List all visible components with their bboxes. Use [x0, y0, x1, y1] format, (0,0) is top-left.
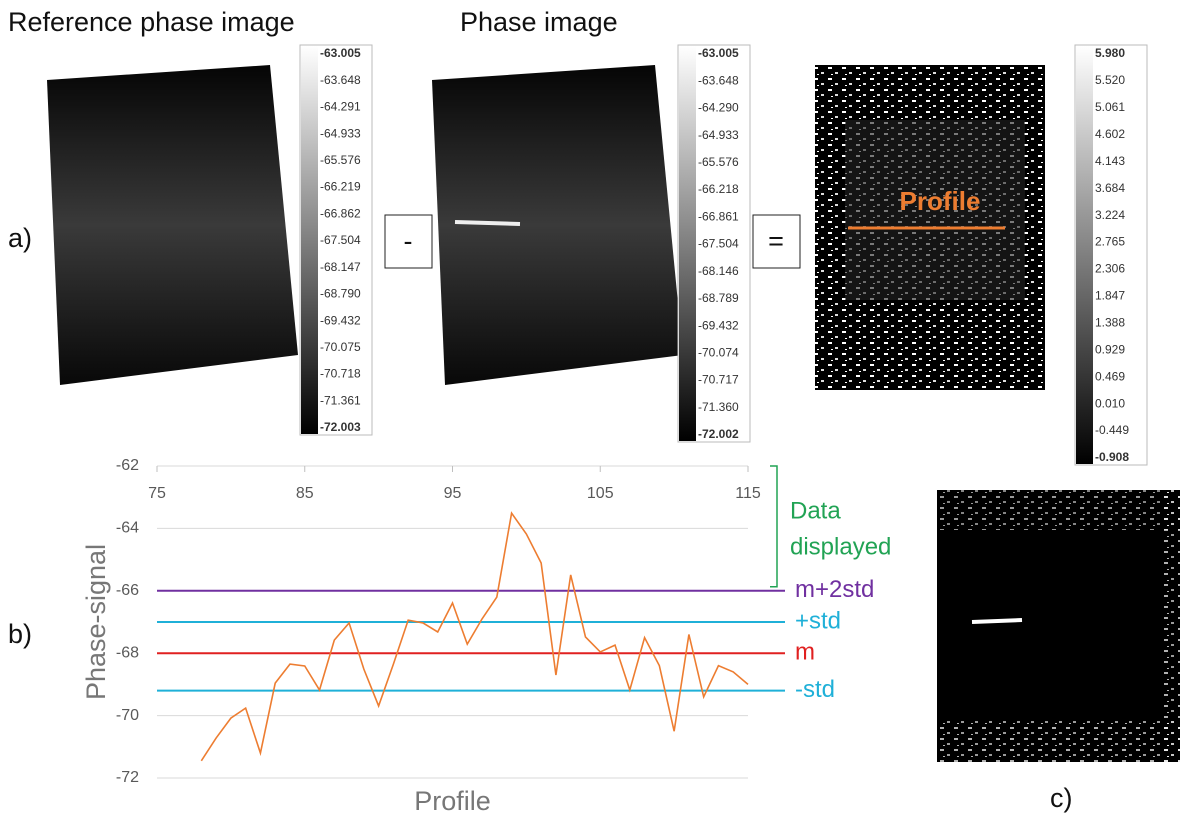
colorbar-label: -0.908 — [1095, 450, 1129, 464]
x-axis-label: Profile — [414, 786, 491, 816]
colorbar-label: -64.933 — [698, 128, 739, 142]
colorbar-label: -65.576 — [320, 153, 361, 167]
reference-label: +std — [795, 607, 841, 634]
colorbar-label: -66.218 — [698, 182, 739, 196]
reference-label: -std — [795, 676, 835, 703]
image-title: Reference phase image — [8, 7, 295, 37]
colorbar-label: -64.933 — [320, 126, 361, 140]
colorbar-label: 3.684 — [1095, 181, 1125, 195]
colorbar-label: 4.602 — [1095, 127, 1125, 141]
colorbar-label: 5.520 — [1095, 73, 1125, 87]
image-title: Phase image — [460, 7, 618, 37]
colorbar-label: -70.717 — [698, 373, 739, 387]
colorbar-label: -69.432 — [698, 318, 739, 332]
threshold-edge — [937, 490, 1180, 530]
colorbar-label: -71.360 — [698, 400, 739, 414]
colorbar-label: -66.219 — [320, 180, 361, 194]
colorbar-label: 2.765 — [1095, 235, 1125, 249]
colorbar-label: 0.469 — [1095, 369, 1125, 383]
colorbar-label: 0.929 — [1095, 342, 1125, 356]
colorbar-label: -68.790 — [320, 287, 361, 301]
threshold-spot — [971, 618, 1023, 624]
colorbar-label: -64.290 — [698, 101, 739, 115]
colorbar-label: -67.504 — [698, 237, 739, 251]
y-tick-label: -72 — [116, 769, 139, 786]
colorbar-label: -71.361 — [320, 393, 361, 407]
colorbar-label: -66.861 — [698, 209, 739, 223]
colorbar-label: -70.075 — [320, 340, 361, 354]
panel-label: a) — [8, 223, 32, 253]
x-tick-label: 75 — [148, 485, 166, 502]
colorbar-label: -70.718 — [320, 367, 361, 381]
panel-label: b) — [8, 619, 32, 649]
panel-label: c) — [1050, 783, 1073, 813]
x-tick-label: 105 — [587, 485, 614, 502]
colorbar-label: 1.388 — [1095, 316, 1125, 330]
colorbar-label: 1.847 — [1095, 289, 1125, 303]
colorbar-label: 4.143 — [1095, 154, 1125, 168]
series-line — [200, 511, 749, 762]
operator: - — [404, 226, 413, 256]
x-tick-label: 95 — [444, 485, 462, 502]
reference-image — [47, 65, 298, 385]
colorbar-label: -68.147 — [320, 260, 361, 274]
y-tick-label: -64 — [116, 520, 139, 537]
colorbar-label: 0.010 — [1095, 396, 1125, 410]
colorbar-label: -0.449 — [1095, 423, 1129, 437]
x-tick-label: 85 — [296, 485, 314, 502]
phase-highlight — [454, 220, 521, 226]
colorbar-label: 5.061 — [1095, 100, 1125, 114]
operator-box — [384, 214, 433, 269]
y-tick-label: -66 — [116, 582, 139, 599]
colorbar-label: -68.789 — [698, 291, 739, 305]
colorbar-label: -72.002 — [698, 427, 739, 441]
operator: = — [768, 226, 784, 256]
colorbar-label: -63.648 — [698, 73, 739, 87]
colorbar-label: -63.005 — [320, 46, 361, 60]
y-tick-label: -62 — [116, 457, 139, 474]
colorbar-label: -67.504 — [320, 233, 361, 247]
reference-label: m — [795, 639, 815, 666]
reference-label: m+2std — [795, 576, 874, 603]
colorbar-label: -70.074 — [698, 346, 739, 360]
y-tick-label: -70 — [116, 707, 139, 724]
colorbar-label: -64.291 — [320, 100, 361, 114]
operator-box — [752, 214, 801, 269]
colorbar-label: -63.648 — [320, 73, 361, 87]
colorbar-label: 2.306 — [1095, 262, 1125, 276]
colorbar-label: -72.003 — [320, 420, 361, 434]
threshold-image — [937, 490, 1180, 762]
colorbar-label: -63.005 — [698, 46, 739, 60]
colorbar-label: -65.576 — [698, 155, 739, 169]
colorbar-label: 3.224 — [1095, 208, 1125, 222]
y-axis-label: Phase-signal — [81, 544, 111, 700]
annotation: Data — [790, 497, 841, 524]
threshold-edge — [937, 720, 1180, 762]
annotation: displayed — [790, 533, 891, 560]
threshold-edge — [1160, 490, 1180, 762]
phase-image — [432, 65, 683, 385]
colorbar — [1076, 46, 1093, 464]
difference-core — [845, 120, 1025, 300]
colorbar — [679, 46, 696, 441]
colorbar-label: -69.432 — [320, 313, 361, 327]
annotation-bracket — [770, 465, 778, 588]
y-tick-label: -68 — [116, 644, 139, 661]
x-tick-label: 115 — [735, 485, 761, 502]
colorbar-label: 5.980 — [1095, 46, 1125, 60]
colorbar-label: -68.146 — [698, 264, 739, 278]
colorbar — [301, 46, 318, 434]
profile-annotation: Profile — [900, 186, 981, 216]
colorbar-label: -66.862 — [320, 206, 361, 220]
